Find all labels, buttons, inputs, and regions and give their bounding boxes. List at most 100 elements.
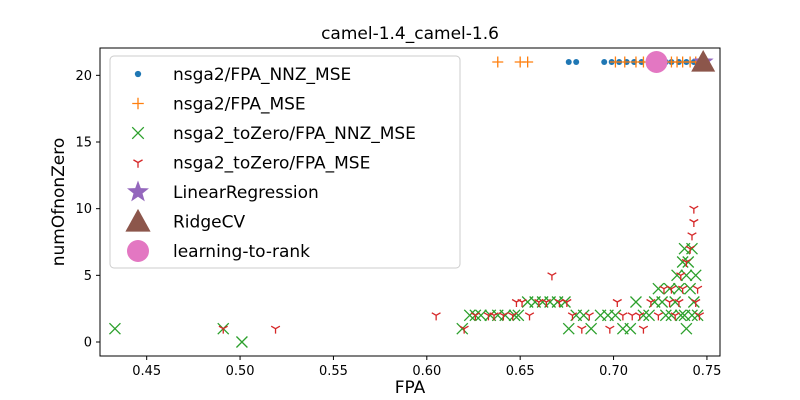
point-x bbox=[624, 322, 637, 335]
legend-entry-label: LinearRegression bbox=[173, 183, 319, 203]
point-tri_down bbox=[666, 285, 677, 294]
legend-box bbox=[109, 55, 461, 269]
point-x bbox=[512, 309, 525, 322]
plot-frame bbox=[99, 47, 721, 357]
legend-entry-label: nsga2_toZero/FPA_NNZ_MSE bbox=[173, 124, 416, 144]
point-tri_down bbox=[489, 312, 499, 321]
legend-entry-label: nsga2/FPA_NNZ_MSE bbox=[173, 65, 351, 85]
point-x bbox=[577, 309, 590, 322]
point-tri_down bbox=[431, 312, 441, 321]
x-tick-label: 0.45 bbox=[132, 364, 161, 379]
point-bigdot bbox=[645, 51, 668, 73]
point-tri_down bbox=[567, 312, 578, 321]
point-x bbox=[643, 309, 655, 322]
x-axis-label: FPA bbox=[395, 378, 426, 398]
point-x bbox=[663, 282, 676, 295]
point-triangle bbox=[691, 50, 716, 72]
point-tri_down bbox=[524, 312, 535, 321]
point-x bbox=[680, 322, 693, 335]
point-tri_down bbox=[638, 325, 649, 334]
point-x bbox=[652, 282, 665, 295]
x-tick-label: 0.60 bbox=[412, 364, 441, 379]
point-x bbox=[686, 309, 698, 322]
point-plus bbox=[619, 56, 631, 68]
point-tri_down bbox=[517, 298, 527, 307]
y-axis-label: numOfnonZero bbox=[49, 138, 69, 267]
point-tri_down bbox=[692, 285, 703, 294]
point-x bbox=[680, 269, 693, 282]
point-tri_down bbox=[664, 298, 675, 307]
chart-title: camel-1.4_camel-1.6 bbox=[321, 24, 499, 44]
point-x bbox=[689, 269, 702, 282]
point-tri_down bbox=[498, 312, 509, 321]
legend-marker-x bbox=[131, 126, 145, 140]
x-tick-label: 0.55 bbox=[319, 364, 348, 379]
y-tick-label: 0 bbox=[84, 336, 92, 351]
legend-marker-tri_down bbox=[133, 159, 143, 168]
point-tri_down bbox=[681, 258, 692, 267]
y-axis-ticks: 0 5 10 15 20 bbox=[75, 69, 100, 351]
point-tri_down bbox=[618, 312, 628, 321]
point-tri_down bbox=[541, 298, 551, 307]
point-x bbox=[475, 309, 487, 322]
point-tri_down bbox=[653, 312, 664, 321]
point-tri_down bbox=[646, 298, 656, 307]
point-tri_down bbox=[562, 298, 572, 307]
point-x bbox=[559, 296, 571, 308]
legend-marker-dot bbox=[134, 70, 142, 78]
point-tri_down bbox=[459, 325, 469, 334]
legend-marker-plus bbox=[132, 97, 144, 110]
point-tri_down bbox=[627, 312, 637, 321]
x-axis-ticks: 0.45 0.50 0.55 0.60 0.65 0.70 0.75 bbox=[132, 356, 721, 379]
point-tri_down bbox=[584, 312, 594, 321]
point-tri_down bbox=[605, 325, 615, 334]
legend-entry-label: nsga2_toZero/FPA_MSE bbox=[173, 154, 370, 174]
legend: nsga2/FPA_NNZ_MSE nsga2/FPA_MSE nsga2_toZe… bbox=[109, 55, 461, 269]
point-x bbox=[687, 296, 700, 308]
point-x bbox=[456, 322, 469, 335]
legend-entry-label: nsga2/FPA_MSE bbox=[173, 95, 306, 115]
point-dot bbox=[601, 59, 608, 65]
point-x bbox=[108, 322, 121, 335]
point-x bbox=[585, 322, 598, 335]
point-x bbox=[686, 242, 698, 255]
point-tri_down bbox=[218, 325, 228, 334]
plot-marks bbox=[108, 50, 716, 348]
point-x bbox=[235, 336, 248, 348]
legend-entry-label: learning-to-rank bbox=[173, 242, 310, 262]
point-x bbox=[682, 256, 695, 268]
point-x bbox=[508, 309, 521, 322]
point-tri_down bbox=[689, 218, 699, 227]
point-x bbox=[659, 309, 672, 322]
point-tri_down bbox=[676, 272, 686, 281]
x-tick-label: 0.75 bbox=[692, 364, 721, 379]
point-tri_down bbox=[577, 325, 587, 334]
point-dot bbox=[565, 59, 572, 65]
point-tri_down bbox=[691, 298, 701, 307]
point-plus bbox=[522, 56, 534, 68]
point-tri_down bbox=[659, 285, 669, 294]
legend-entry-label: RidgeCV bbox=[173, 213, 245, 233]
point-tri_down bbox=[508, 312, 518, 321]
legend-marker-star bbox=[127, 180, 149, 202]
point-tri_down bbox=[670, 312, 680, 321]
y-tick-label: 5 bbox=[84, 269, 92, 284]
point-tri_down bbox=[635, 312, 645, 321]
point-tri_down bbox=[689, 205, 699, 214]
point-x bbox=[499, 309, 512, 322]
y-tick-label: 20 bbox=[75, 69, 92, 84]
point-plus bbox=[609, 56, 621, 68]
point-x bbox=[674, 309, 687, 322]
point-x bbox=[684, 282, 697, 295]
x-tick-label: 0.65 bbox=[506, 364, 535, 379]
point-dot bbox=[573, 59, 580, 65]
point-tri_down bbox=[685, 245, 695, 254]
legend-marker-bigdot bbox=[127, 240, 149, 262]
point-x bbox=[609, 309, 622, 322]
point-tri_down bbox=[694, 312, 705, 321]
point-tri_down bbox=[270, 325, 281, 334]
y-tick-label: 15 bbox=[75, 136, 92, 151]
point-x bbox=[562, 322, 575, 335]
point-plus bbox=[492, 56, 504, 68]
